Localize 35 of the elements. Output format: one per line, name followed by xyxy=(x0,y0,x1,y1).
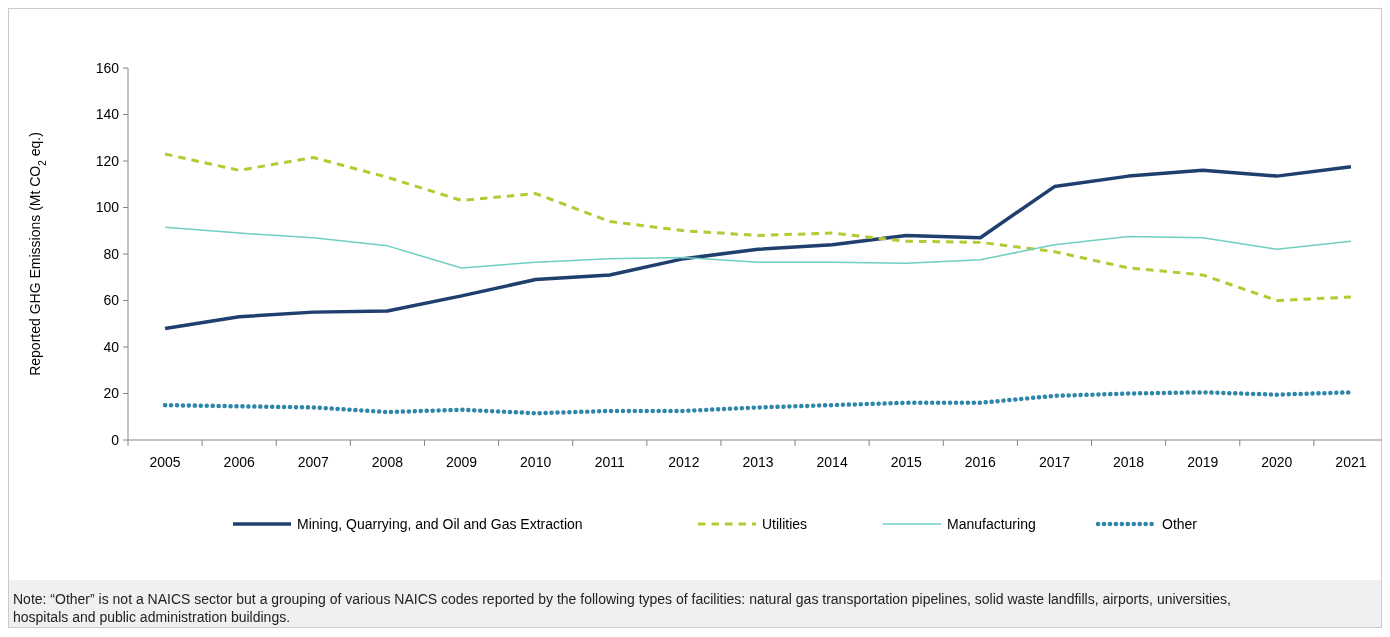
x-tick-label: 2018 xyxy=(1113,454,1145,470)
y-tick-label: 120 xyxy=(95,152,120,169)
y-tick-label: 160 xyxy=(95,59,120,76)
x-tick-label: 2009 xyxy=(445,454,478,470)
x-tick-label: 2015 xyxy=(890,454,923,470)
x-tick-label: 2010 xyxy=(520,454,552,470)
line-series xyxy=(163,165,1353,331)
x-tick-label: 2021 xyxy=(1335,454,1367,470)
legend-label: Utilities xyxy=(762,515,808,532)
line-series xyxy=(164,226,1352,269)
line-series xyxy=(163,152,1353,302)
x-tick-label: 2014 xyxy=(816,454,848,470)
x-tick-label: 2020 xyxy=(1261,454,1293,470)
x-tick-label: 2012 xyxy=(668,454,700,470)
legend-label: Other xyxy=(1162,515,1198,532)
y-tick-label: 20 xyxy=(103,385,120,402)
x-tick-label: 2007 xyxy=(297,454,330,470)
y-tick-label: 40 xyxy=(103,338,120,355)
y-tick-label: 60 xyxy=(103,292,120,309)
x-tick-label: 2005 xyxy=(149,454,181,470)
y-tick-label: 80 xyxy=(103,245,120,262)
line-series xyxy=(162,390,1354,416)
y-tick-label: 0 xyxy=(111,431,120,448)
legend-label: Mining, Quarrying, and Oil and Gas Extraction xyxy=(297,515,583,532)
text: Note: “Other” is not a NAICS sector but a grouping of various NAICS codes reported by the following types of facilities: natural gas transportation pipelines, solid waste landfills, airports, universities, hospitals and public administration buildings. xyxy=(13,591,1231,625)
x-tick-label: 2011 xyxy=(594,454,626,470)
x-tick-label: 2006 xyxy=(223,454,255,470)
x-tick-label: 2008 xyxy=(371,454,404,470)
y-tick-label: 100 xyxy=(95,199,120,216)
legend-label: Manufacturing xyxy=(947,515,1036,532)
x-tick-label: 2013 xyxy=(742,454,774,470)
x-tick-label: 2017 xyxy=(1038,454,1071,470)
y-tick-label: 140 xyxy=(95,106,120,123)
x-tick-label: 2019 xyxy=(1187,454,1219,470)
x-tick-label: 2016 xyxy=(964,454,997,470)
